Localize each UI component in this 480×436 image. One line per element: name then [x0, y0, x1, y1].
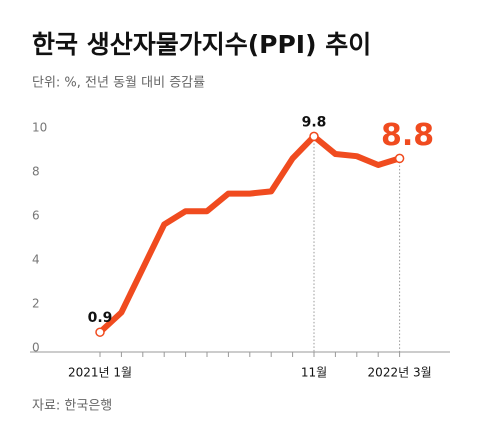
y-tick-label: 8 [32, 165, 40, 179]
y-tick-label: 0 [32, 341, 40, 355]
point [394, 153, 405, 164]
y-tick-label: 4 [32, 253, 40, 267]
chart-subtitle: 단위: %, 전년 동월 대비 증감률 [32, 76, 205, 91]
source: 자료: 한국은행 [32, 398, 112, 414]
point [95, 327, 105, 337]
y-tick-label: 2 [32, 297, 40, 311]
y-tick-label: 6 [32, 209, 40, 223]
x-tick-label: 2022년 3월 [368, 366, 432, 380]
line [97, 133, 403, 336]
x-tick-label: 2021년 1월 [68, 366, 132, 380]
value-label: 0.9 [88, 310, 113, 326]
chart-title: 한국 생산자물가지수(PPI) 추이 [32, 30, 371, 59]
value-label: 9.8 [302, 114, 327, 130]
x-tick-label: 11월 [301, 366, 327, 380]
point [309, 131, 319, 142]
value-label: 8.8 [381, 118, 434, 153]
y-tick-label: 10 [32, 121, 47, 135]
